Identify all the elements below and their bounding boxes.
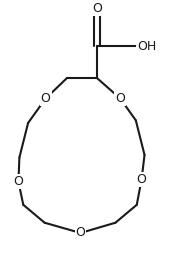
Text: O: O — [14, 175, 23, 188]
Text: O: O — [115, 92, 125, 105]
Text: O: O — [137, 173, 146, 186]
Text: O: O — [41, 92, 50, 105]
Text: O: O — [92, 3, 102, 15]
Text: OH: OH — [137, 40, 156, 52]
Text: O: O — [76, 227, 85, 239]
